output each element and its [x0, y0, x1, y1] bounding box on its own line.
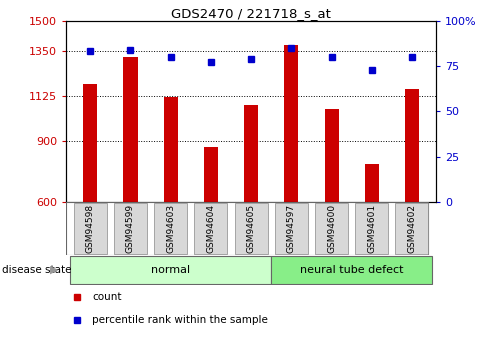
Bar: [123, 57, 138, 202]
FancyBboxPatch shape: [235, 203, 268, 254]
Bar: [83, 84, 98, 202]
Text: GSM94602: GSM94602: [408, 204, 416, 253]
FancyBboxPatch shape: [275, 203, 308, 254]
Bar: [365, 164, 379, 202]
FancyBboxPatch shape: [395, 203, 428, 254]
Text: percentile rank within the sample: percentile rank within the sample: [92, 315, 268, 325]
Text: ▶: ▶: [50, 265, 59, 275]
Bar: [405, 89, 419, 202]
FancyBboxPatch shape: [195, 203, 227, 254]
FancyBboxPatch shape: [355, 203, 388, 254]
Text: disease state: disease state: [2, 265, 72, 275]
FancyBboxPatch shape: [114, 203, 147, 254]
Text: GSM94599: GSM94599: [126, 204, 135, 253]
Text: GSM94598: GSM94598: [86, 204, 95, 253]
Text: GSM94603: GSM94603: [166, 204, 175, 253]
FancyBboxPatch shape: [154, 203, 187, 254]
Text: normal: normal: [151, 265, 190, 275]
Text: GSM94601: GSM94601: [368, 204, 376, 253]
Text: GSM94597: GSM94597: [287, 204, 296, 253]
Bar: [284, 45, 298, 202]
Text: GSM94600: GSM94600: [327, 204, 336, 253]
FancyBboxPatch shape: [66, 202, 428, 255]
Text: GSM94604: GSM94604: [206, 204, 216, 253]
Bar: [204, 148, 218, 202]
Text: count: count: [92, 292, 122, 302]
Text: neural tube defect: neural tube defect: [300, 265, 403, 275]
Bar: [164, 97, 178, 202]
FancyBboxPatch shape: [70, 256, 271, 284]
Text: GSM94605: GSM94605: [246, 204, 256, 253]
FancyBboxPatch shape: [74, 203, 107, 254]
Title: GDS2470 / 221718_s_at: GDS2470 / 221718_s_at: [171, 7, 331, 20]
FancyBboxPatch shape: [315, 203, 348, 254]
Bar: [244, 105, 258, 202]
FancyBboxPatch shape: [271, 256, 432, 284]
Bar: [324, 109, 339, 202]
